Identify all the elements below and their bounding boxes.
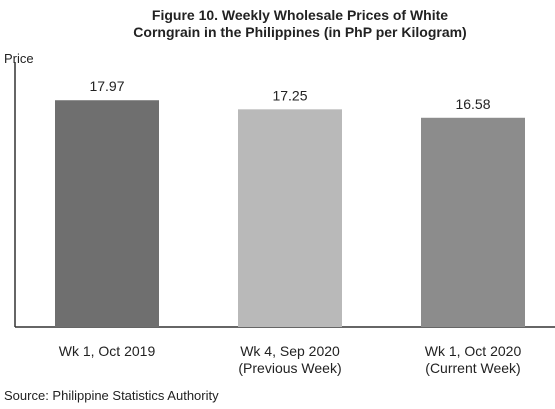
bar (238, 109, 342, 327)
data-label: 17.97 (89, 78, 124, 94)
chart-title: Figure 10. Weekly Wholesale Prices of Wh… (133, 7, 466, 40)
x-tick-label: Wk 4, Sep 2020 (Previous Week) (238, 343, 341, 376)
x-tick-label: Wk 1, Oct 2019 (59, 343, 156, 359)
data-label: 17.25 (272, 87, 307, 103)
bar (55, 100, 159, 327)
source: Source: Philippine Statistics Authority (4, 388, 219, 403)
y-axis-label: Price (4, 51, 34, 66)
bar (421, 117, 525, 328)
data-label: 16.58 (455, 96, 490, 112)
x-tick-label: Wk 1, Oct 2020 (Current Week) (425, 343, 522, 376)
